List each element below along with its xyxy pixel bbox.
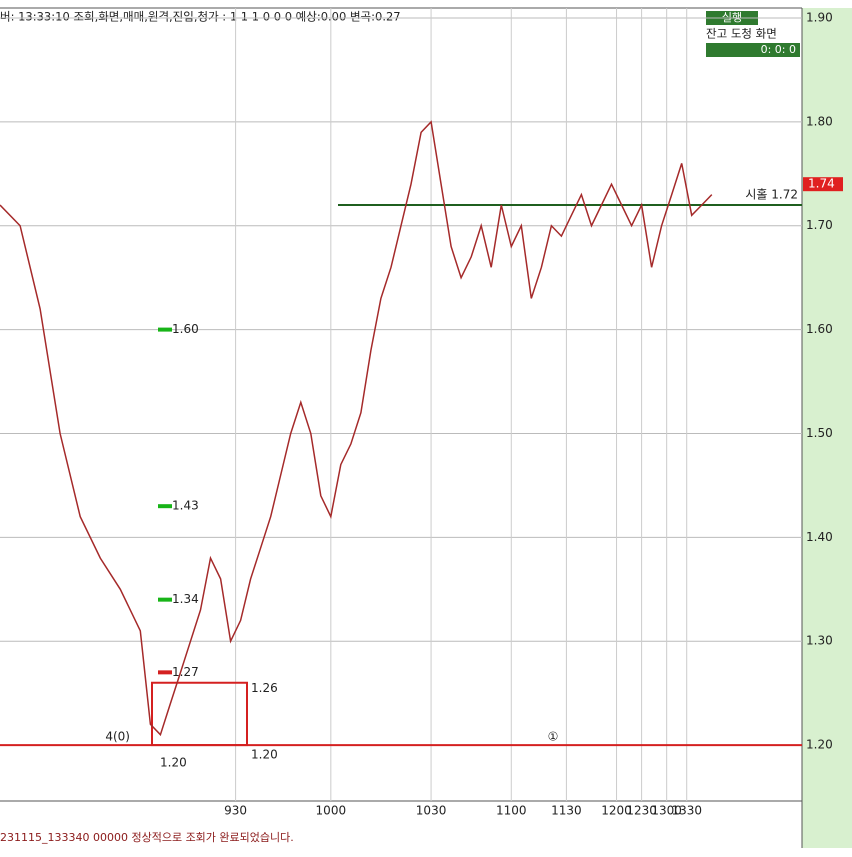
price-tag-label: 1.74	[808, 177, 835, 191]
box-label: 1.26	[251, 681, 278, 695]
y-tick-label: 1.70	[806, 218, 833, 232]
price-axis-bg	[802, 8, 852, 848]
marker-label: 1.27	[172, 665, 199, 679]
x-tick-label: 1300	[651, 804, 682, 818]
level-label: 시홀 1.72	[745, 187, 798, 201]
level-marker	[158, 327, 172, 332]
y-tick-label: 1.80	[806, 114, 833, 128]
counters: 0: 0: 0	[761, 43, 796, 56]
price-line	[0, 120, 713, 737]
x-tick-label: 1000	[316, 804, 347, 818]
x-tick-label: 1100	[496, 804, 527, 818]
x-tick-label: 1130	[551, 804, 582, 818]
box-label: 1.20	[251, 748, 278, 762]
annotation: ①	[548, 730, 559, 744]
price-tag	[803, 177, 843, 192]
y-tick-label: 1.20	[806, 738, 833, 752]
marker-label: 1.34	[172, 592, 199, 606]
panel-menu[interactable]: 잔고 도청 화면	[706, 27, 777, 41]
y-tick-label: 1.90	[806, 11, 833, 25]
x-tick-label: 930	[224, 804, 247, 818]
box-label: 1.20	[160, 756, 187, 770]
x-tick-label: 1030	[416, 804, 447, 818]
y-tick-label: 1.60	[806, 322, 833, 336]
y-tick-label: 1.40	[806, 530, 833, 544]
x-tick-label: 1330	[671, 804, 702, 818]
level-marker	[158, 597, 172, 602]
header: 버: 13:33:10 조회,화면,매매,원격,진입,청가 : 1 1 1 0 …	[0, 10, 401, 24]
level-marker	[158, 504, 172, 509]
x-tick-label: 1230	[626, 804, 657, 818]
y-tick-label: 1.50	[806, 426, 833, 440]
y-tick-label: 1.30	[806, 634, 833, 648]
counter-box	[706, 43, 800, 57]
x-tick-label: 1200	[601, 804, 632, 818]
marker-label: 1.43	[172, 499, 199, 513]
status-bar: 231115_133340 00000 정상적으로 조회가 완료되었습니다.	[0, 831, 294, 844]
marker-label: 1.60	[172, 322, 199, 336]
plot: 1.90 1.80 1.70 1.60 1.50 1.40 1.30 1.20 930 1000 1…	[0, 8, 843, 818]
range-box	[151, 681, 248, 747]
level-marker	[158, 670, 172, 675]
level-label: 4(0)	[105, 730, 130, 744]
